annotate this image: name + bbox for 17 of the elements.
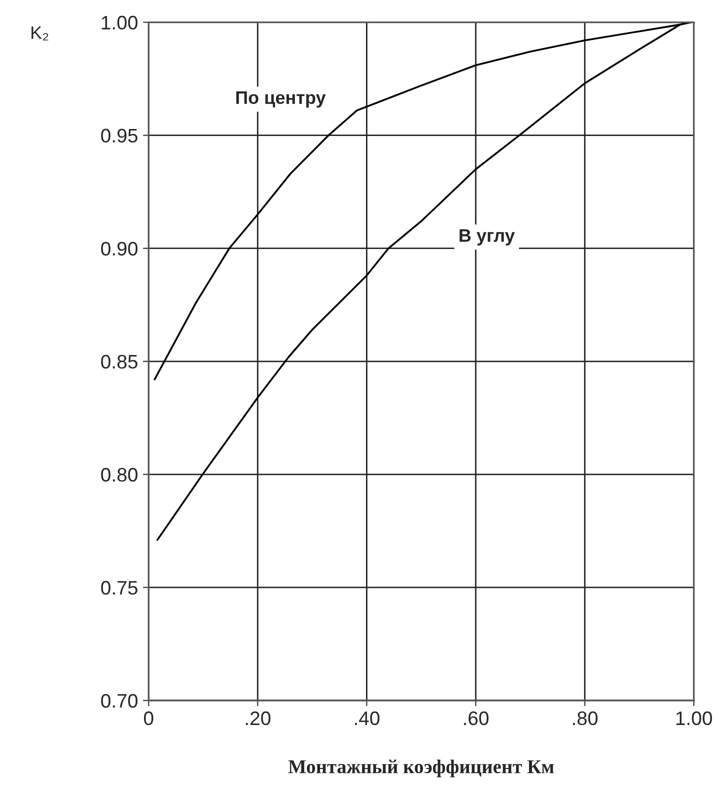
x-tick-label: .60	[464, 711, 488, 726]
series-label: В углу	[460, 229, 515, 246]
y-tick-label: 1.00	[102, 16, 138, 30]
y-tick-label: 0.75	[101, 580, 138, 595]
x-tick-label: 1.00	[676, 711, 712, 726]
y-tick-label: 0.70	[101, 694, 138, 708]
y-tick-label: 0.80	[101, 468, 138, 482]
x-axis-title: Монтажный коэффициент Км	[288, 760, 554, 778]
x-tick-label: .80	[573, 711, 598, 726]
y-tick-label: 0.95	[101, 128, 138, 143]
x-tick-label: 0	[144, 711, 154, 726]
y-tick-label: 0.90	[101, 242, 138, 256]
y-tick-label: 0.85	[101, 354, 138, 369]
y-axis-title: K₂	[32, 26, 48, 40]
x-tick-label: .40	[354, 711, 380, 726]
x-tick-label: .20	[246, 711, 270, 726]
series-label: По центру	[236, 91, 326, 108]
